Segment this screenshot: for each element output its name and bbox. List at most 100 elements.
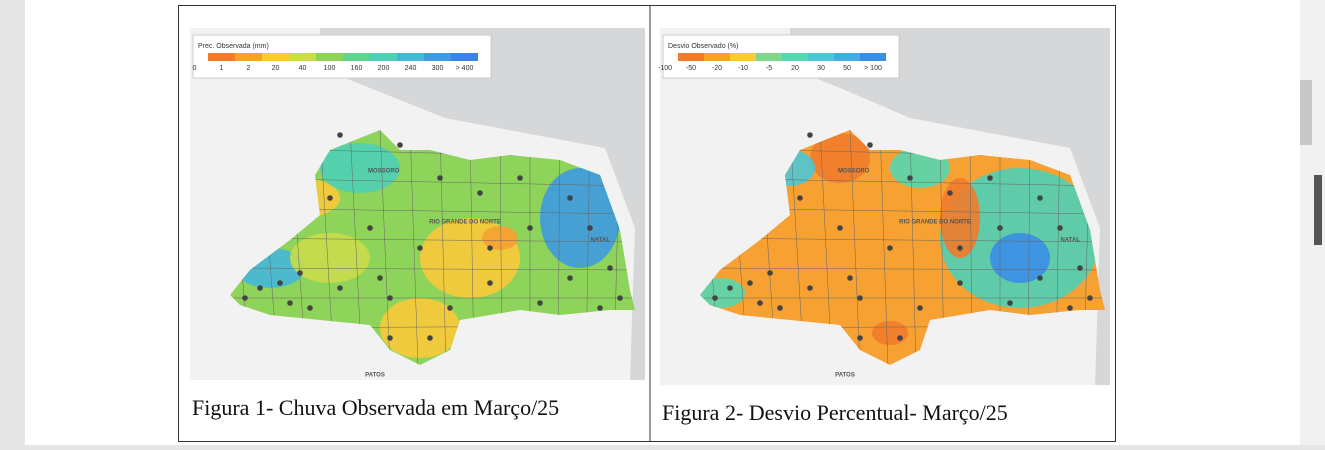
station	[477, 190, 483, 196]
legend-swatch	[343, 53, 370, 61]
legend-label: -5	[766, 65, 772, 72]
legend-label: 20	[272, 65, 280, 72]
station	[327, 195, 333, 201]
place-label: RIO GRANDE DO NORTE	[429, 220, 501, 226]
border	[700, 267, 1105, 271]
station	[1067, 305, 1073, 311]
station	[1037, 275, 1043, 281]
map-figure: MOSSORO RIO GRANDE DO NORTE NATAL PATOS Prec…	[190, 28, 645, 380]
station	[397, 142, 403, 148]
place-label: NATAL	[1061, 238, 1081, 244]
station	[957, 280, 963, 286]
legend-label: -20	[712, 65, 722, 72]
border	[230, 237, 635, 243]
station	[767, 270, 773, 276]
station	[807, 285, 813, 291]
station	[947, 190, 953, 196]
legend-swatch	[235, 53, 262, 61]
legend-swatch	[756, 53, 782, 61]
sea	[320, 28, 645, 380]
legend-label: -10	[738, 65, 748, 72]
station	[907, 175, 913, 181]
station	[757, 300, 763, 306]
rain-area	[290, 233, 370, 283]
place-label: MOSSORO	[368, 169, 400, 175]
station	[567, 195, 573, 201]
map-figure: MOSSORO RIO GRANDE DO NORTE NATAL PATOS Desv…	[658, 28, 1110, 385]
border	[409, 130, 419, 365]
station	[437, 175, 443, 181]
station	[1087, 295, 1093, 301]
station	[587, 225, 593, 231]
border	[379, 130, 391, 365]
border	[879, 130, 889, 365]
station	[297, 270, 303, 276]
station	[527, 225, 533, 231]
station	[857, 295, 863, 301]
sea	[790, 28, 1110, 385]
station	[997, 225, 1003, 231]
station	[277, 280, 283, 286]
legend-swatch	[316, 53, 343, 61]
place-label: PATOS	[835, 373, 855, 379]
station	[857, 335, 863, 341]
legend-swatch	[704, 53, 730, 61]
station	[487, 245, 493, 251]
legend-label: 100	[324, 65, 336, 72]
station	[242, 295, 248, 301]
rain-area	[482, 226, 518, 250]
station	[847, 275, 853, 281]
station	[897, 335, 903, 341]
station	[337, 285, 343, 291]
table-border	[178, 5, 1116, 442]
station	[367, 225, 373, 231]
station	[987, 175, 993, 181]
legend-label: 50	[843, 65, 851, 72]
station	[807, 132, 813, 138]
station	[777, 305, 783, 311]
station	[887, 245, 893, 251]
station	[607, 265, 613, 271]
rain-area	[320, 143, 400, 193]
legend-label: > 100	[864, 65, 882, 72]
legend-label: 2	[247, 65, 251, 72]
legend-swatch	[397, 53, 424, 61]
station	[1057, 225, 1063, 231]
station	[1077, 265, 1083, 271]
station	[712, 295, 718, 301]
station	[287, 300, 293, 306]
place-label: RIO GRANDE DO NORTE	[899, 220, 971, 226]
legend-title: Desvio Observado (%)	[668, 43, 738, 50]
border	[230, 267, 635, 271]
station	[797, 195, 803, 201]
rain-area	[540, 168, 620, 268]
station	[417, 245, 423, 251]
border	[700, 237, 1105, 243]
legend-label: 240	[405, 65, 417, 72]
border	[439, 130, 447, 365]
place-label: MOSSORO	[838, 169, 870, 175]
rain-area	[940, 178, 980, 258]
legend-swatch	[424, 53, 451, 61]
side-handle[interactable]	[1314, 175, 1322, 245]
station	[257, 285, 263, 291]
station	[377, 275, 383, 281]
place-label: NATAL	[591, 238, 611, 244]
legend-label: 30	[817, 65, 825, 72]
station	[837, 225, 843, 231]
rain-area	[810, 133, 870, 183]
station	[427, 335, 433, 341]
place-label: PATOS	[365, 373, 385, 379]
legend-swatch	[208, 53, 235, 61]
scroll-thumb[interactable]	[1300, 80, 1312, 145]
station	[617, 295, 623, 301]
legend-swatch	[678, 53, 704, 61]
station	[957, 245, 963, 251]
legend-label: > 400	[456, 65, 474, 72]
rain-area	[380, 298, 460, 358]
legend-label: 40	[299, 65, 307, 72]
station	[487, 280, 493, 286]
station	[867, 142, 873, 148]
legend-label: -50	[686, 65, 696, 72]
legend-title: Prec. Observada (mm)	[198, 43, 269, 50]
